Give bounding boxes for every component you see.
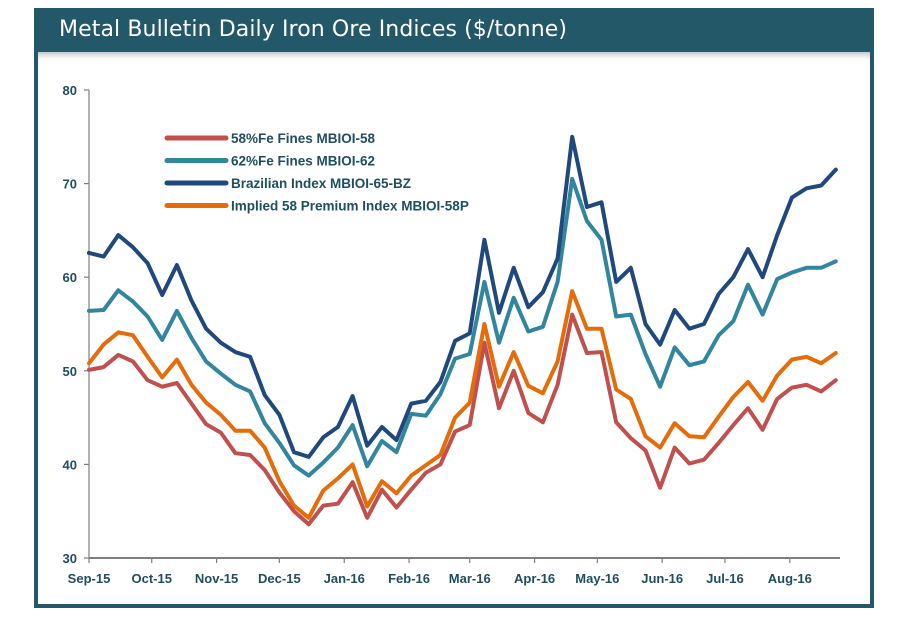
- series-line: [87, 134, 838, 459]
- series-line: [87, 176, 838, 478]
- series-lines: [87, 134, 838, 527]
- y-tick-label: 50: [63, 364, 77, 379]
- series-line: [87, 289, 838, 520]
- chart-header: Metal Bulletin Daily Iron Ore Indices ($…: [34, 8, 874, 52]
- x-tick-label: Mar-16: [449, 571, 491, 586]
- y-tick-label: 80: [63, 83, 77, 98]
- legend-label: 58%Fe Fines MBIOI-58: [231, 131, 376, 146]
- legend: 58%Fe Fines MBIOI-58 62%Fe Fines MBIOI-62…: [164, 131, 469, 214]
- y-tick-label: 40: [63, 457, 77, 472]
- x-tick-label: Feb-16: [388, 571, 430, 586]
- x-tick-label: Nov-15: [195, 571, 238, 586]
- x-tick-label: Jul-16: [706, 571, 744, 586]
- series-line: [87, 312, 838, 527]
- x-tick-label: Apr-16: [514, 571, 555, 586]
- x-tick-label: May-16: [575, 571, 619, 586]
- legend-item: Brazilian Index MBIOI-65-BZ: [164, 176, 411, 191]
- legend-item: Implied 58 Premium Index MBIOI-58P: [164, 199, 469, 214]
- legend-label: 62%Fe Fines MBIOI-62: [231, 154, 375, 169]
- chart-title: Metal Bulletin Daily Iron Ore Indices ($…: [59, 17, 568, 42]
- axes: 30 40 50 60 70 80 Sep-15 Oct-15 Nov-15 Dec-15 Jan-…: [63, 83, 840, 586]
- x-tick-label: Sep-15: [68, 571, 111, 586]
- x-tick-label: Jun-16: [641, 571, 683, 586]
- legend-label: Brazilian Index MBIOI-65-BZ: [231, 176, 411, 191]
- legend-item: 62%Fe Fines MBIOI-62: [164, 154, 375, 169]
- x-tick-label: Jan-16: [324, 571, 365, 586]
- legend-label: Implied 58 Premium Index MBIOI-58P: [231, 199, 469, 214]
- x-tick-label: Dec-15: [258, 571, 301, 586]
- x-tick-label: Aug-16: [768, 571, 812, 586]
- y-tick-label: 70: [63, 177, 77, 192]
- y-tick-label: 30: [63, 551, 77, 566]
- x-tick-label: Oct-15: [132, 571, 172, 586]
- legend-item: 58%Fe Fines MBIOI-58: [164, 131, 376, 146]
- y-tick-label: 60: [63, 270, 77, 285]
- chart-body: [38, 52, 870, 604]
- chart-frame: Metal Bulletin Daily Iron Ore Indices ($…: [34, 8, 874, 608]
